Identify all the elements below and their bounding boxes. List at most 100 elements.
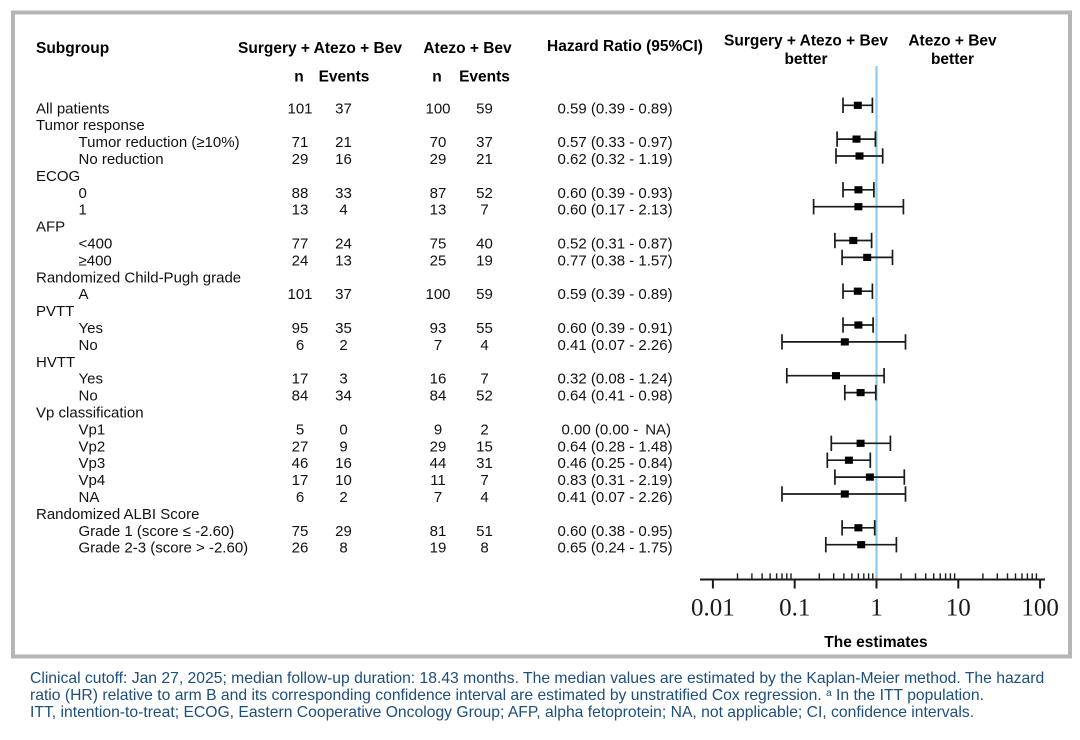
svg-text:0.46 (0.25 - 0.84): 0.46 (0.25 - 0.84) xyxy=(558,455,673,472)
svg-text:0.59 (0.39 - 0.89): 0.59 (0.39 - 0.89) xyxy=(558,100,673,117)
svg-text:Tumor response: Tumor response xyxy=(36,117,145,134)
svg-text:8: 8 xyxy=(339,540,347,557)
svg-text:7: 7 xyxy=(434,489,442,506)
svg-text:0: 0 xyxy=(79,185,87,202)
svg-text:0.60 (0.39 - 0.93): 0.60 (0.39 - 0.93) xyxy=(558,185,673,202)
svg-text:29: 29 xyxy=(335,523,352,540)
svg-text:No reduction: No reduction xyxy=(79,151,164,168)
svg-text:93: 93 xyxy=(430,320,447,337)
svg-text:19: 19 xyxy=(476,252,493,269)
svg-text:44: 44 xyxy=(430,455,447,472)
svg-text:87: 87 xyxy=(430,185,447,202)
svg-text:51: 51 xyxy=(476,523,493,540)
svg-text:7: 7 xyxy=(434,337,442,354)
svg-text:52: 52 xyxy=(476,388,493,405)
svg-text:Grade 1 (score ≤ -2.60): Grade 1 (score ≤ -2.60) xyxy=(79,523,235,540)
svg-text:75: 75 xyxy=(292,523,309,540)
svg-text:2: 2 xyxy=(339,489,347,506)
svg-text:13: 13 xyxy=(335,252,352,269)
svg-text:9: 9 xyxy=(434,421,442,438)
svg-text:0.64 (0.28 - 1.48): 0.64 (0.28 - 1.48) xyxy=(558,438,673,455)
svg-text:No: No xyxy=(79,337,98,354)
svg-text:Atezo + Bev: Atezo + Bev xyxy=(423,40,512,57)
svg-text:29: 29 xyxy=(292,151,309,168)
svg-text:7: 7 xyxy=(480,371,488,388)
svg-text:ECOG: ECOG xyxy=(36,168,80,185)
svg-text:27: 27 xyxy=(292,438,309,455)
svg-text:0.60 (0.17 - 2.13): 0.60 (0.17 - 2.13) xyxy=(558,202,673,219)
svg-text:13: 13 xyxy=(430,202,447,219)
svg-text:16: 16 xyxy=(430,371,447,388)
svg-text:NA: NA xyxy=(79,489,100,506)
svg-text:31: 31 xyxy=(476,455,493,472)
svg-text:A: A xyxy=(79,286,89,303)
svg-text:4: 4 xyxy=(339,202,347,219)
svg-text:25: 25 xyxy=(430,252,447,269)
svg-text:52: 52 xyxy=(476,185,493,202)
svg-text:17: 17 xyxy=(292,472,309,489)
svg-text:3: 3 xyxy=(339,371,347,388)
svg-text:Clinical cutoff: Jan 27, 2025;: Clinical cutoff: Jan 27, 2025; median fo… xyxy=(30,670,1044,687)
svg-text:Surgery + Atezo + Bev: Surgery + Atezo + Bev xyxy=(724,33,888,50)
svg-text:2: 2 xyxy=(480,421,488,438)
svg-text:Hazard Ratio (95%CI): Hazard Ratio (95%CI) xyxy=(547,38,703,55)
svg-text:6: 6 xyxy=(296,337,304,354)
svg-text:Vp1: Vp1 xyxy=(79,421,106,438)
svg-text:7: 7 xyxy=(480,472,488,489)
svg-text:10: 10 xyxy=(335,472,352,489)
svg-text:Vp classification: Vp classification xyxy=(36,405,144,422)
svg-text:16: 16 xyxy=(335,455,352,472)
svg-text:10: 10 xyxy=(946,595,971,622)
svg-text:Events: Events xyxy=(459,69,510,86)
svg-text:Surgery + Atezo + Bev: Surgery + Atezo + Bev xyxy=(238,40,402,57)
svg-text:0.60 (0.39 - 0.91): 0.60 (0.39 - 0.91) xyxy=(558,320,673,337)
svg-text:Atezo + Bev: Atezo + Bev xyxy=(908,33,997,50)
svg-text:AFP: AFP xyxy=(36,219,65,236)
svg-text:n: n xyxy=(294,69,303,86)
svg-text:70: 70 xyxy=(430,134,447,151)
svg-text:0.64 (0.41 - 0.98): 0.64 (0.41 - 0.98) xyxy=(558,388,673,405)
svg-text:7: 7 xyxy=(480,202,488,219)
svg-text:ratio (HR) relative to arm B a: ratio (HR) relative to arm B and its cor… xyxy=(30,687,984,704)
svg-text:≥400: ≥400 xyxy=(79,252,112,269)
svg-text:24: 24 xyxy=(335,236,352,253)
svg-text:0.41 (0.07 - 2.26): 0.41 (0.07 - 2.26) xyxy=(558,489,673,506)
svg-text:5: 5 xyxy=(296,421,304,438)
svg-text:0.1: 0.1 xyxy=(779,595,810,622)
svg-text:All patients: All patients xyxy=(36,100,109,117)
svg-text:55: 55 xyxy=(476,320,493,337)
svg-text:101: 101 xyxy=(287,100,312,117)
svg-text:Subgroup: Subgroup xyxy=(36,40,109,57)
svg-text:0.59 (0.39 - 0.89): 0.59 (0.39 - 0.89) xyxy=(558,286,673,303)
svg-text:HVTT: HVTT xyxy=(36,354,75,371)
svg-text:1: 1 xyxy=(79,202,87,219)
svg-text:Vp3: Vp3 xyxy=(79,455,106,472)
svg-text:19: 19 xyxy=(430,540,447,557)
svg-text:n: n xyxy=(432,69,441,86)
svg-text:37: 37 xyxy=(476,134,493,151)
svg-text:0.52 (0.31 - 0.87): 0.52 (0.31 - 0.87) xyxy=(558,236,673,253)
svg-text:35: 35 xyxy=(335,320,352,337)
svg-text:24: 24 xyxy=(292,252,309,269)
svg-text:100: 100 xyxy=(1021,595,1059,622)
svg-text:0.60 (0.38 - 0.95): 0.60 (0.38 - 0.95) xyxy=(558,523,673,540)
svg-text:0.62 (0.32 - 1.19): 0.62 (0.32 - 1.19) xyxy=(558,151,673,168)
svg-text:101: 101 xyxy=(287,286,312,303)
svg-text:4: 4 xyxy=(480,489,488,506)
svg-text:0.41 (0.07 - 2.26): 0.41 (0.07 - 2.26) xyxy=(558,337,673,354)
svg-text:The estimates: The estimates xyxy=(824,634,927,651)
svg-text:26: 26 xyxy=(292,540,309,557)
svg-text:21: 21 xyxy=(476,151,493,168)
svg-text:13: 13 xyxy=(292,202,309,219)
svg-text:2: 2 xyxy=(339,337,347,354)
svg-text:11: 11 xyxy=(430,472,446,489)
svg-text:Randomized ALBI Score: Randomized ALBI Score xyxy=(36,506,199,523)
svg-text:0: 0 xyxy=(339,421,347,438)
svg-text:0.00 (0.00 -NA): 0.00 (0.00 - NA) xyxy=(562,421,672,438)
svg-text:Yes: Yes xyxy=(79,371,103,388)
svg-text:81: 81 xyxy=(430,523,447,540)
svg-text:0.57 (0.33 - 0.97): 0.57 (0.33 - 0.97) xyxy=(558,134,673,151)
svg-text:Events: Events xyxy=(319,69,370,86)
svg-text:Tumor reduction (≥10%): Tumor reduction (≥10%) xyxy=(79,134,240,151)
svg-text:100: 100 xyxy=(425,100,450,117)
